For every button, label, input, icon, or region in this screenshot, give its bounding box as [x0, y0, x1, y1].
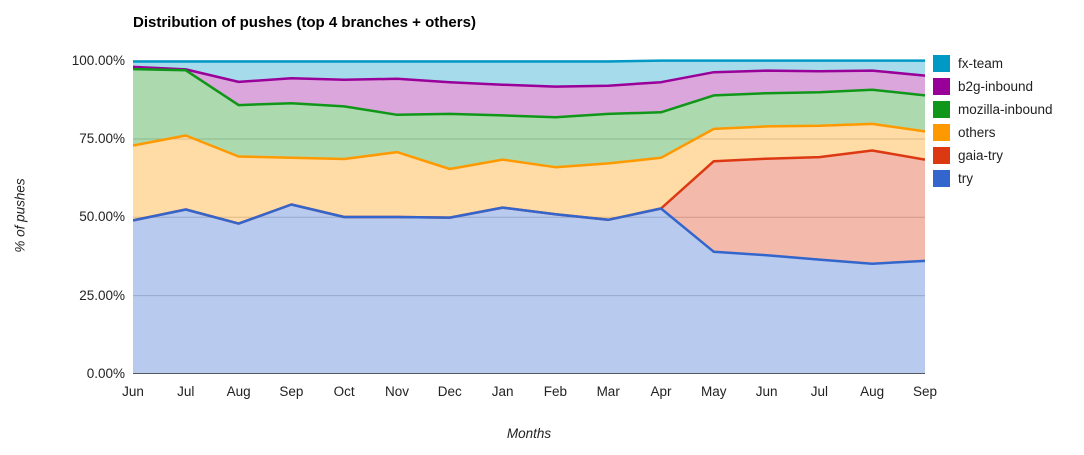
- line-fx-team: [133, 59, 925, 63]
- y-tick-100: 100.00%: [71, 52, 125, 68]
- x-tick-4-oct: Oct: [333, 384, 355, 399]
- x-tick-14-aug: Aug: [860, 384, 885, 399]
- x-tick-5-nov: Nov: [384, 384, 409, 399]
- legend-swatch-gaia-try: [933, 147, 950, 164]
- legend-swatch-others: [933, 124, 950, 141]
- line-others: [133, 122, 925, 171]
- stacked-area-plot: [133, 59, 925, 374]
- line-mozilla-inbound: [133, 67, 925, 119]
- x-tick-10-apr: Apr: [650, 384, 672, 399]
- y-tick-25: 25.00%: [79, 287, 125, 303]
- x-tick-11-may: May: [701, 384, 727, 399]
- chart-title: Distribution of pushes (top 4 branches +…: [133, 14, 476, 31]
- x-tick-8-feb: Feb: [543, 384, 568, 399]
- y-axis-title: % of pushes: [12, 178, 28, 253]
- y-tick-75: 75.00%: [79, 130, 125, 146]
- legend-label-fx-team: fx-team: [958, 56, 1004, 71]
- x-axis-title: Months: [506, 426, 552, 441]
- area-others: [133, 123, 925, 224]
- legend-item-gaia-try[interactable]: gaia-try: [933, 147, 1053, 164]
- area-try: [133, 204, 925, 374]
- legend-item-others[interactable]: others: [933, 124, 1053, 141]
- line-try: [133, 203, 925, 265]
- x-tick-3-sep: Sep: [279, 384, 304, 399]
- area-mozilla-inbound: [133, 69, 925, 169]
- y-tick-0: 0.00%: [86, 366, 125, 381]
- legend-item-try[interactable]: try: [933, 170, 1053, 187]
- legend-label-others: others: [958, 125, 996, 140]
- legend: fx-team b2g-inbound mozilla-inbound others g…: [933, 55, 1053, 193]
- legend-item-mozilla-inbound[interactable]: mozilla-inbound: [933, 101, 1053, 118]
- x-tick-1-jul: Jul: [177, 384, 195, 399]
- x-tick-12-jun: Jun: [755, 384, 778, 399]
- x-tick-9-mar: Mar: [596, 384, 620, 399]
- legend-swatch-fx-team: [933, 55, 950, 72]
- x-tick-0-jun: Jun: [122, 384, 144, 399]
- legend-label-b2g-inbound: b2g-inbound: [958, 79, 1034, 94]
- x-tick-15-sep: Sep: [912, 384, 938, 399]
- legend-swatch-mozilla-inbound: [933, 101, 950, 118]
- line-b2g-inbound: [133, 65, 925, 88]
- legend-item-b2g-inbound[interactable]: b2g-inbound: [933, 78, 1053, 95]
- area-gaia-try: [133, 150, 925, 264]
- area-fx-team: [133, 60, 925, 87]
- legend-swatch-try: [933, 170, 950, 187]
- legend-label-try: try: [958, 171, 973, 186]
- legend-swatch-b2g-inbound: [933, 78, 950, 95]
- x-tick-13-jul: Jul: [810, 384, 829, 399]
- x-tick-2-aug: Aug: [226, 384, 251, 399]
- x-tick-7-jan: Jan: [491, 384, 514, 399]
- legend-label-gaia-try: gaia-try: [958, 148, 1004, 163]
- y-tick-50: 50.00%: [79, 209, 125, 225]
- legend-item-fx-team[interactable]: fx-team: [933, 55, 1053, 72]
- x-tick-6-dec: Dec: [437, 384, 462, 399]
- legend-label-mozilla-inbound: mozilla-inbound: [958, 102, 1053, 117]
